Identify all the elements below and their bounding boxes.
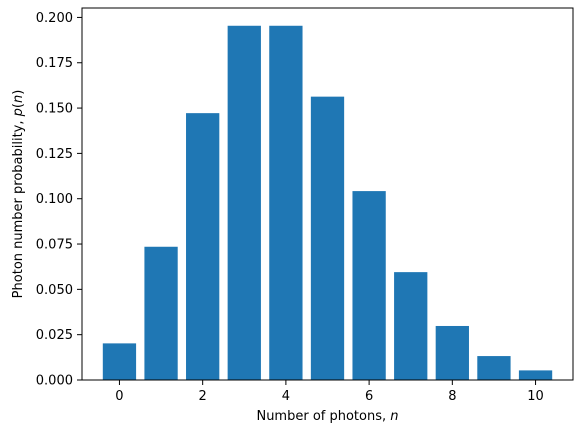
- bar-n-2: [186, 113, 220, 380]
- y-tick-label: 0.125: [36, 147, 73, 162]
- y-tick-label: 0.000: [36, 374, 73, 389]
- x-tick-label: 2: [199, 389, 207, 404]
- x-axis-ticks: 0 2 4 6 8 10: [115, 380, 544, 404]
- bar-n-8: [435, 325, 469, 380]
- y-tick-label: 0.100: [36, 192, 73, 207]
- y-tick-label: 0.200: [36, 11, 73, 26]
- y-tick-label: 0.175: [36, 56, 73, 71]
- bars-group: [102, 25, 553, 381]
- x-tick-label: 0: [115, 389, 123, 404]
- y-tick-label: 0.075: [36, 238, 73, 253]
- y-axis-label: Photon number probability, p(n): [11, 90, 26, 299]
- x-axis-label-var: n: [390, 409, 398, 424]
- y-axis-label-var: p: [11, 108, 26, 117]
- x-tick-label: 10: [527, 389, 544, 404]
- y-tick-label: 0.150: [36, 102, 73, 117]
- bar-n-4: [269, 25, 303, 380]
- y-axis-ticks: 0.000 0.025 0.050 0.075 0.100 0.125 0.150 0.175…: [36, 11, 82, 389]
- y-axis-label-arg: n: [11, 95, 26, 103]
- x-axis-label: Number of photons, n: [256, 409, 398, 424]
- bar-n-5: [310, 96, 345, 381]
- x-axis-label-text: Number of photons,: [256, 409, 390, 424]
- plot-frame: [81, 7, 574, 381]
- y-axis-label-paren-open: (: [11, 103, 26, 108]
- y-tick-label: 0.025: [36, 328, 73, 343]
- x-tick-label: 6: [365, 389, 373, 404]
- y-tick-label: 0.050: [36, 283, 73, 298]
- y-axis-label-paren-close: ): [11, 90, 26, 95]
- bar-n-10: [518, 370, 553, 380]
- bar-n-0: [102, 343, 137, 380]
- bar-n-3: [227, 25, 261, 380]
- bar-n-7: [394, 272, 428, 380]
- bar-n-9: [477, 356, 511, 380]
- bar-n-6: [352, 191, 386, 380]
- x-tick-label: 8: [448, 389, 456, 404]
- y-axis-label-text: Photon number probability,: [11, 116, 26, 298]
- bar-n-1: [144, 246, 178, 380]
- x-tick-label: 4: [282, 389, 290, 404]
